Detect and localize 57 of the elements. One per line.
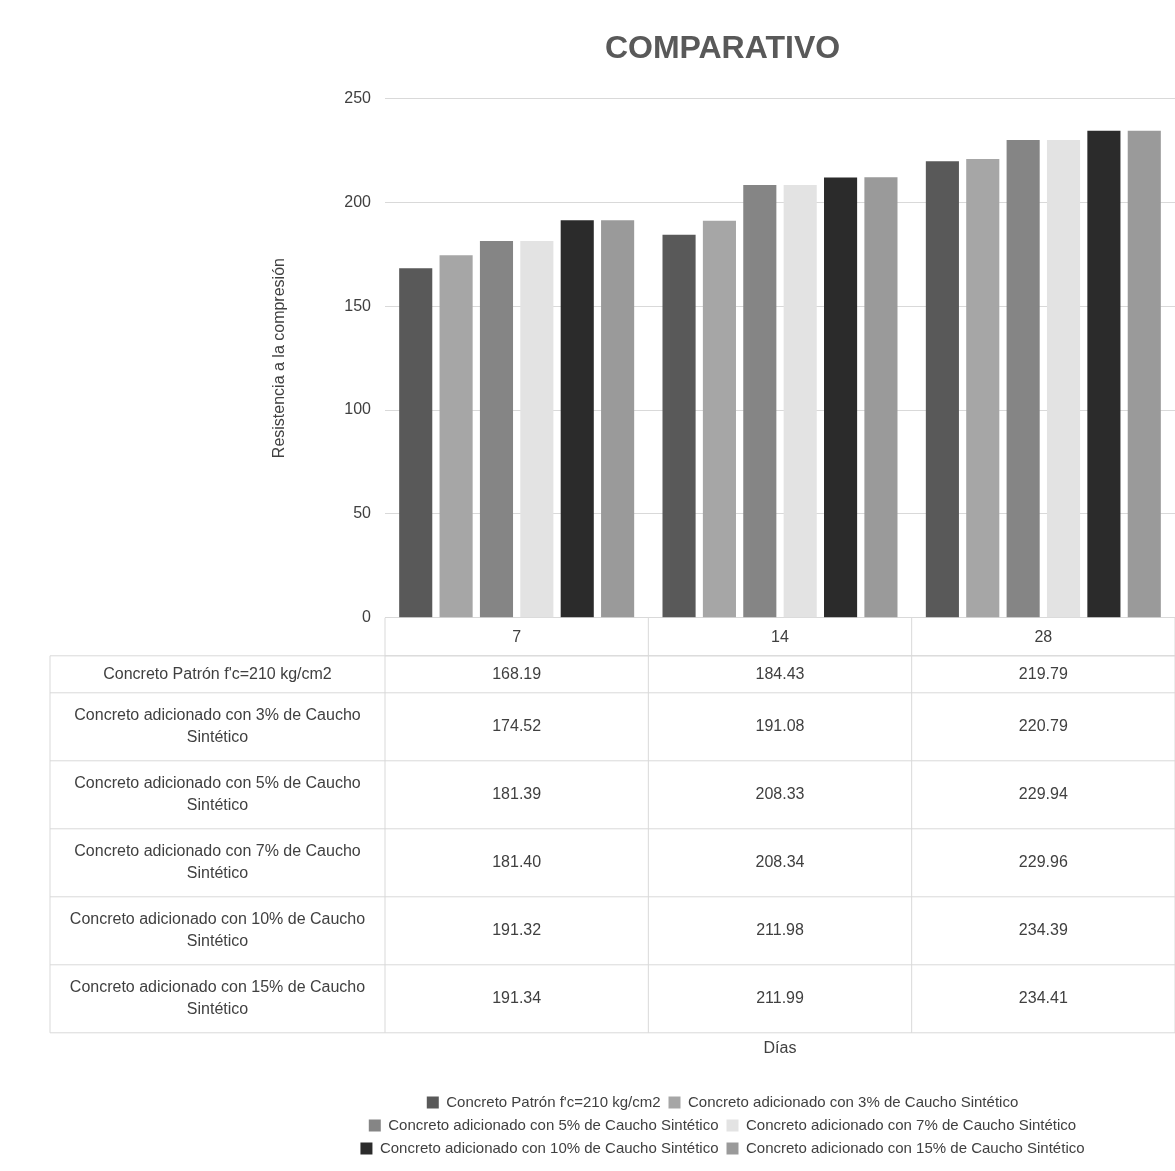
x-tick-label: 28 (1034, 627, 1053, 645)
legend-label: Concreto Patrón f'c=210 kg/cm2 (446, 1092, 661, 1110)
data-label: 219.79 (1018, 664, 1068, 682)
bar (966, 159, 1000, 618)
data-label: 234.41 (1018, 989, 1068, 1007)
data-label: 234.39 (1018, 921, 1068, 939)
bar (1006, 140, 1040, 618)
bar (439, 255, 473, 618)
bar (702, 220, 736, 618)
data-label: 174.52 (492, 717, 542, 735)
y-tick-label: 100 (344, 400, 372, 418)
y-tick-label: 50 (353, 504, 372, 522)
data-label: 211.98 (756, 921, 804, 939)
bar (925, 161, 959, 618)
data-label: 208.33 (755, 785, 805, 803)
data-label: 191.34 (492, 989, 542, 1007)
x-tick-label: 14 (771, 627, 789, 645)
data-label: 191.08 (755, 717, 805, 735)
y-axis-title: Resistencia a la compresión (270, 258, 288, 459)
bar (560, 220, 594, 618)
data-label: 181.40 (492, 853, 542, 871)
text: Concreto adicionado con 5% de Caucho Sintético (74, 774, 361, 814)
legend-label: Concreto adicionado con 5% de Caucho Sintético (388, 1115, 719, 1133)
y-tick-label: 200 (344, 192, 372, 210)
bar (479, 240, 514, 618)
text: Concreto adicionado con 7% de Caucho Sintético (74, 842, 361, 882)
text: Días (763, 1039, 797, 1057)
bar (399, 268, 433, 618)
text: Concreto adicionado con 15% de Caucho Sintético (69, 978, 366, 1018)
data-label: 229.96 (1018, 853, 1068, 871)
data-label: 191.32 (492, 921, 542, 939)
data-label: 208.34 (755, 853, 805, 871)
data-label: 220.79 (1018, 717, 1068, 735)
chart-title: COMPARATIVO (604, 29, 841, 66)
data-label: 168.19 (492, 664, 542, 682)
data-label: 229.94 (1018, 785, 1068, 803)
bar (1087, 130, 1121, 618)
text: Concreto adicionado con 10% de Caucho Sintético (69, 910, 366, 950)
data-label: 181.39 (492, 785, 542, 803)
text: Concreto adicionado con 3% de Caucho Sintético (74, 706, 361, 746)
bar (864, 177, 898, 618)
text: Concreto Patrón f'c=210 kg/cm2 (103, 664, 332, 682)
bar (1127, 130, 1161, 618)
bar (743, 184, 777, 618)
x-tick-label: 7 (512, 627, 522, 645)
y-tick-label: 250 (344, 88, 372, 106)
legend-label: Concreto adicionado con 7% de Caucho Sintético (746, 1115, 1077, 1133)
y-tick-label: 0 (362, 608, 372, 626)
legend-label: Concreto adicionado con 3% de Caucho Sintético (688, 1092, 1019, 1110)
data-label: 211.99 (756, 989, 804, 1007)
data-label: 184.43 (755, 664, 805, 682)
legend-label: Concreto adicionado con 15% de Caucho Sintético (746, 1138, 1085, 1156)
bar (601, 220, 635, 618)
legend-label: Concreto adicionado con 10% de Caucho Sintético (379, 1138, 719, 1156)
bar (824, 177, 858, 618)
y-tick-label: 150 (344, 296, 372, 314)
bar (662, 234, 696, 618)
